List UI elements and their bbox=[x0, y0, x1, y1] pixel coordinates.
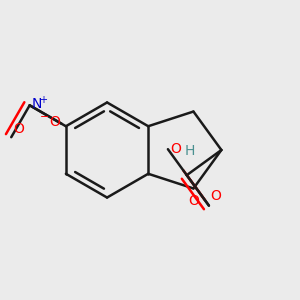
Text: O: O bbox=[188, 194, 199, 208]
Text: O: O bbox=[13, 122, 24, 136]
Text: +: + bbox=[40, 95, 47, 105]
Text: O: O bbox=[49, 115, 60, 129]
Text: O: O bbox=[210, 189, 221, 203]
Text: N: N bbox=[31, 98, 42, 111]
Text: H: H bbox=[185, 144, 196, 158]
Text: −: − bbox=[40, 112, 50, 122]
Text: O: O bbox=[170, 142, 181, 156]
